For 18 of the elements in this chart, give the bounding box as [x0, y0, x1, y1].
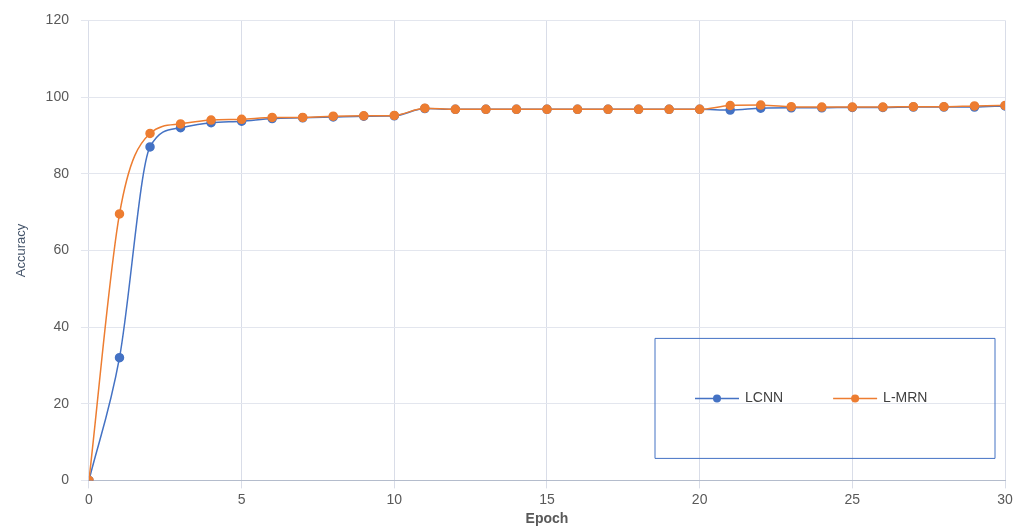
- x-tick-label: 10: [386, 490, 403, 507]
- x-tick-label: 15: [539, 490, 555, 507]
- x-axis-title: Epoch: [525, 510, 569, 527]
- legend-label: LCNN: [745, 389, 784, 406]
- x-tick-label: 30: [997, 490, 1013, 507]
- y-tick-label: 80: [53, 164, 70, 181]
- y-tick-label: 60: [53, 241, 70, 258]
- x-tick-label: 5: [237, 490, 246, 507]
- y-tick-label: 40: [53, 317, 70, 334]
- y-tick-label: 0: [61, 471, 70, 488]
- x-tick-label: 25: [844, 490, 861, 507]
- y-tick-label: 120: [45, 11, 70, 28]
- legend-label: L-MRN: [883, 389, 928, 406]
- x-tick-label: 20: [691, 490, 708, 507]
- y-axis-title: Accuracy: [13, 223, 29, 278]
- y-tick-label: 100: [45, 87, 70, 104]
- y-tick-label: 20: [53, 394, 70, 411]
- x-tick-label: 0: [85, 490, 94, 507]
